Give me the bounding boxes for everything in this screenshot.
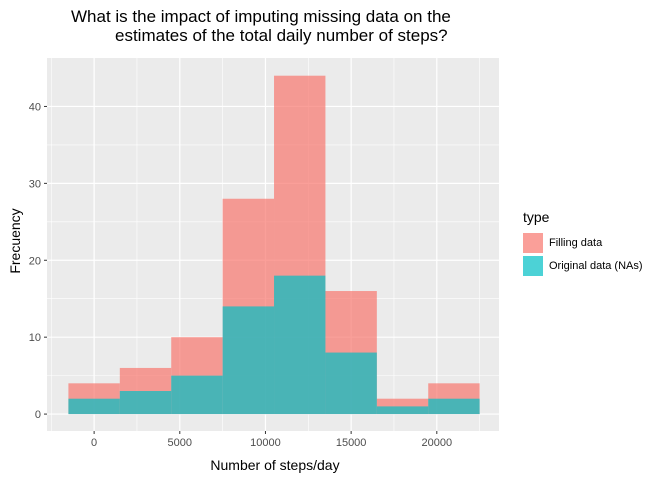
x-tick-label: 10000 (250, 437, 281, 449)
legend-item-filling-data: Filling data (523, 231, 643, 254)
original-data-bar (428, 398, 480, 415)
y-tick-label: 30 (29, 178, 41, 190)
legend-key-original-data (523, 255, 543, 276)
x-tick-label: 0 (91, 437, 97, 449)
legend-label-filling-data: Filling data (549, 236, 603, 249)
original-data-bar (376, 406, 429, 415)
legend-key-filling-data (523, 232, 543, 253)
chart-title-line-1: What is the impact of imputing missing d… (71, 7, 451, 26)
original-data-bar (171, 375, 223, 415)
x-tick-label: 20000 (422, 437, 453, 449)
original-data-bars (68, 275, 480, 415)
y-tick-label: 20 (29, 255, 41, 267)
x-tick-labels: 0 5000 10000 15000 20000 (91, 437, 452, 449)
legend-item-original-data: Original data (NAs) (523, 254, 643, 277)
x-tick-label: 5000 (168, 437, 192, 449)
y-tick-label: 0 (35, 409, 41, 421)
y-tick-label: 10 (29, 332, 41, 344)
y-axis-title: Frecuency (7, 208, 23, 273)
legend: type Filling data Original data (NAs) (523, 209, 643, 277)
legend-label-original-data: Original data (NAs) (549, 259, 643, 272)
y-tick-label: 40 (29, 101, 41, 113)
x-axis-title: Number of steps/day (210, 457, 339, 473)
legend-title: type (523, 209, 550, 225)
x-tick-label: 15000 (336, 437, 367, 449)
axis-ticks (44, 105, 438, 434)
y-tick-labels: 0 10 20 30 40 (29, 101, 41, 421)
original-data-bar (274, 275, 326, 415)
original-data-bar (68, 398, 120, 415)
original-data-bar (222, 306, 275, 415)
original-data-bar (325, 352, 377, 415)
chart-title-line-2: estimates of the total daily number of s… (115, 26, 448, 45)
original-data-bar (119, 391, 172, 415)
